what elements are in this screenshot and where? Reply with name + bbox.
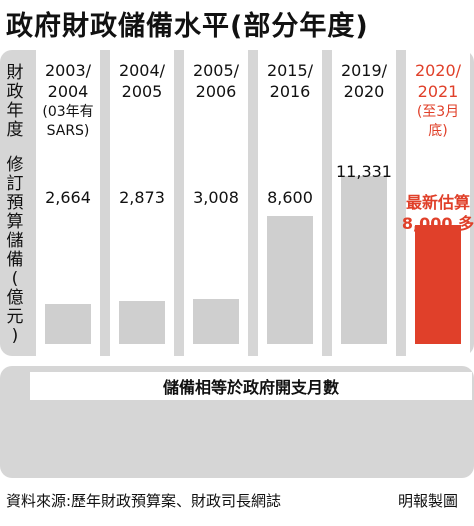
data-label: 最新估算 xyxy=(405,193,470,212)
source-note: 資料來源:歷年財政預算案、財政司長網誌 xyxy=(6,492,282,510)
bar xyxy=(267,216,313,344)
bar xyxy=(341,176,387,344)
credit-note: 明報製圖 xyxy=(398,492,459,510)
months-header-row xyxy=(30,372,472,400)
year-label: 2004 xyxy=(47,82,89,101)
data-label: 8,600 xyxy=(267,188,313,207)
year-label: 2005/ xyxy=(192,61,240,80)
bar xyxy=(119,301,165,344)
data-label: 2,873 xyxy=(119,188,165,207)
year-note: 底) xyxy=(428,123,448,139)
data-label: 2,664 xyxy=(45,188,91,207)
year-label: 2016 xyxy=(269,82,311,101)
year-note: (03年有 xyxy=(42,104,94,120)
year-label: 2020/ xyxy=(414,61,462,80)
bar xyxy=(193,299,239,344)
year-label: 2020 xyxy=(343,82,385,101)
year-label: 2021 xyxy=(417,82,459,101)
year-note: SARS) xyxy=(46,123,90,139)
year-label: 2015/ xyxy=(266,61,314,80)
page-title: 政府財政儲備水平(部分年度) xyxy=(6,11,369,42)
year-note: (至3月 xyxy=(416,104,460,120)
year-label: 2005 xyxy=(121,82,163,101)
value-axis-label: 修訂預算儲備(億元) xyxy=(6,155,24,346)
year-label: 2019/ xyxy=(340,61,388,80)
year-label: 2004/ xyxy=(118,61,166,80)
data-label: 11,331 xyxy=(336,162,392,181)
year-label: 2006 xyxy=(195,82,237,101)
bar xyxy=(45,304,91,344)
year-axis-label: 財政年度 xyxy=(6,63,24,140)
months-header: 儲備相等於政府開支月數 xyxy=(162,378,339,397)
bar xyxy=(415,225,461,344)
year-label: 2003/ xyxy=(44,61,92,80)
data-label: 3,008 xyxy=(193,188,239,207)
data-label: 8,000 多 xyxy=(401,214,474,233)
